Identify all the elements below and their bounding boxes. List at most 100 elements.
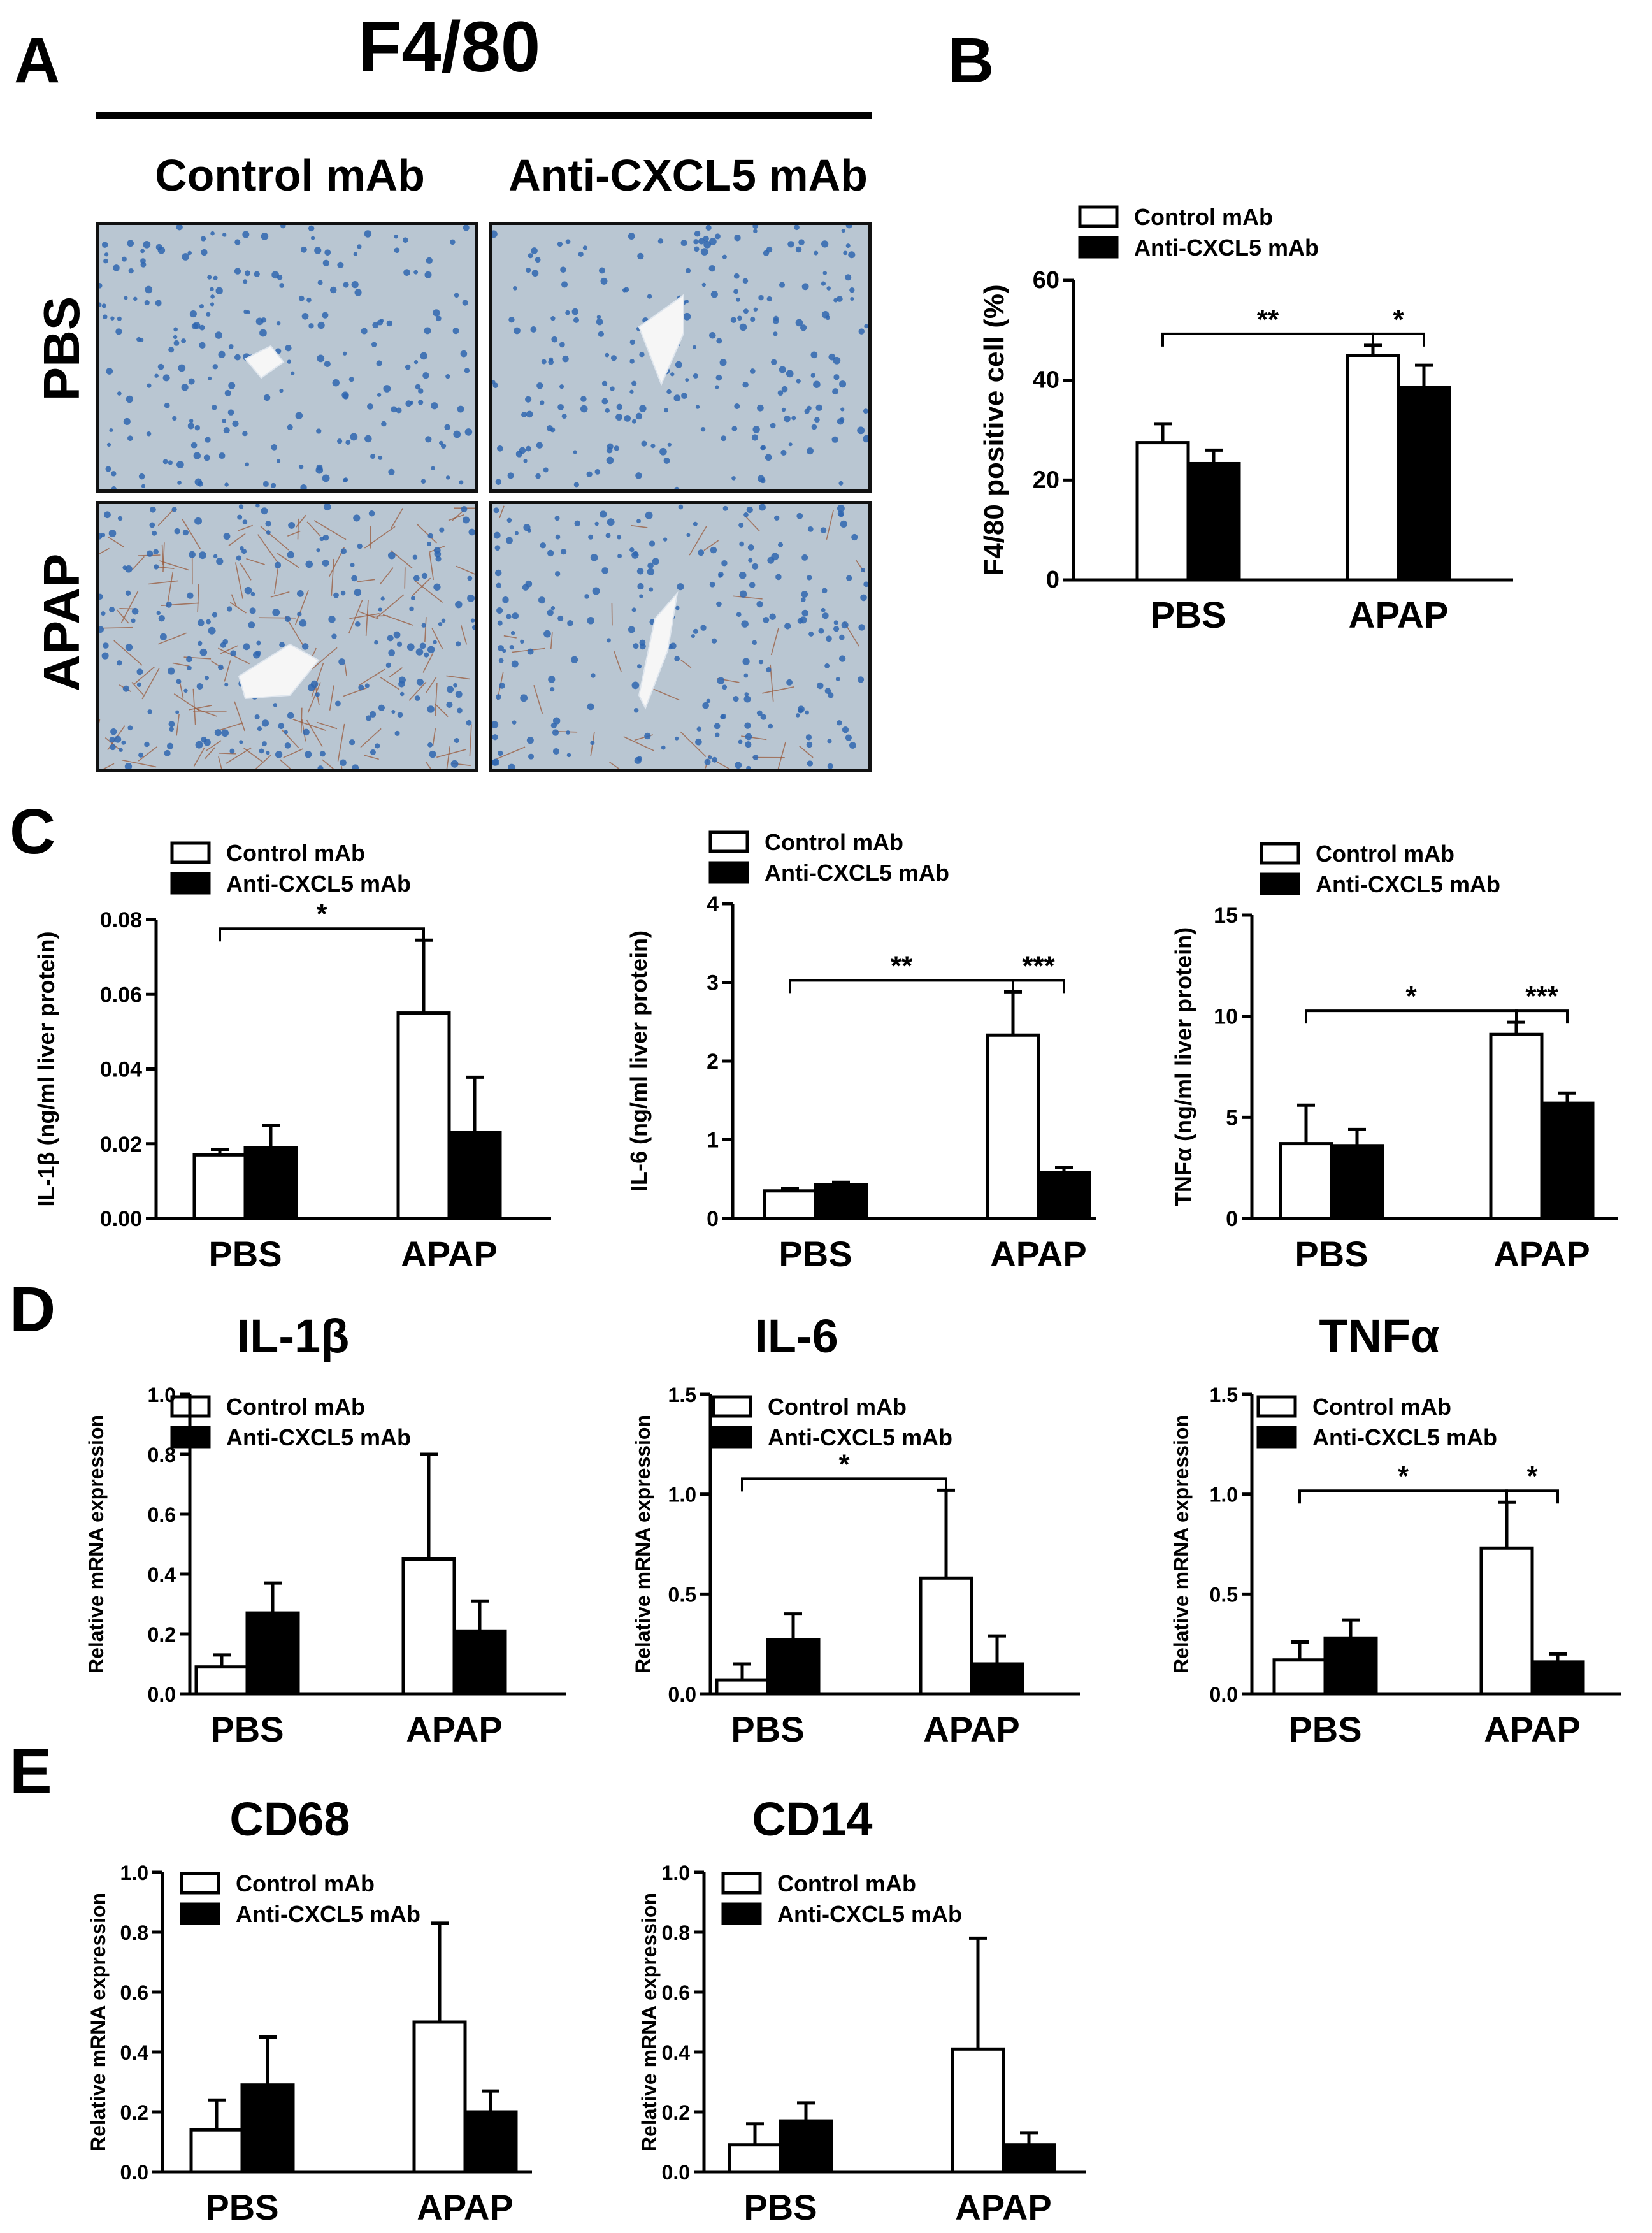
nucleus	[136, 682, 142, 687]
stain-fiber	[609, 762, 620, 769]
nucleus	[845, 243, 851, 249]
nucleus	[316, 548, 320, 553]
significance-label: *	[838, 1449, 850, 1480]
nucleus	[171, 507, 177, 512]
nucleus	[166, 742, 174, 749]
nucleus	[722, 684, 728, 690]
central-vein	[238, 643, 320, 700]
nucleus	[127, 240, 134, 247]
nucleus	[863, 581, 868, 588]
nucleus	[424, 327, 431, 335]
stain-fiber	[295, 514, 306, 528]
nucleus	[144, 300, 150, 306]
y-tick-label: 0.0	[668, 1683, 696, 1706]
nucleus	[492, 721, 499, 728]
nucleus	[243, 279, 248, 284]
nucleus	[150, 506, 156, 513]
y-tick-label: 1.0	[662, 1861, 690, 1884]
stain-fiber	[197, 584, 199, 612]
nucleus	[457, 405, 464, 413]
nucleus	[287, 551, 294, 559]
nucleus	[187, 665, 192, 671]
nucleus	[375, 743, 380, 749]
nucleus	[610, 386, 615, 391]
nucleus	[598, 267, 605, 274]
nucleus	[162, 459, 168, 465]
nucleus	[376, 360, 382, 366]
nucleus	[838, 512, 844, 517]
nucleus	[759, 504, 766, 511]
stain-fiber	[218, 756, 222, 769]
nucleus	[800, 324, 807, 331]
nucleus	[821, 607, 826, 612]
nucleus	[535, 257, 541, 263]
nucleus	[226, 606, 233, 612]
nucleus	[742, 658, 750, 665]
nucleus	[168, 460, 173, 465]
nucleus	[498, 645, 504, 651]
stain-fiber	[107, 536, 124, 547]
nucleus	[557, 241, 563, 247]
nucleus	[824, 663, 830, 668]
significance-label: ***	[1022, 950, 1055, 981]
nucleus	[551, 336, 558, 343]
y-tick-label: 0.0	[120, 2161, 148, 2184]
nucleus	[505, 537, 513, 544]
nucleus	[426, 257, 433, 264]
stain-fiber	[159, 560, 189, 571]
nucleus	[525, 580, 533, 588]
nucleus	[628, 626, 635, 633]
nucleus	[708, 264, 715, 272]
nucleus	[549, 357, 554, 362]
stain-fiber	[189, 705, 212, 711]
stain-fiber	[762, 686, 794, 694]
nucleus	[434, 547, 441, 554]
nucleus	[333, 592, 339, 598]
stain-fiber	[311, 647, 338, 670]
bar	[715, 1678, 770, 1696]
nucleus	[744, 722, 751, 729]
nucleus	[721, 435, 727, 442]
stain-fiber	[220, 645, 239, 654]
nucleus	[496, 694, 501, 700]
nucleus	[600, 277, 608, 285]
nucleus	[439, 440, 443, 445]
nucleus	[722, 505, 728, 511]
nucleus	[748, 558, 753, 563]
nucleus	[146, 431, 152, 437]
bar	[766, 1638, 821, 1696]
y-tick-label: 4	[707, 892, 719, 916]
nucleus	[273, 703, 278, 707]
nucleus	[416, 678, 424, 686]
nucleus	[272, 609, 280, 616]
nucleus	[520, 639, 524, 644]
nucleus	[663, 537, 668, 542]
nucleus	[262, 481, 269, 487]
stain-fiber	[331, 558, 334, 596]
nucleus	[197, 481, 203, 487]
micrograph-apap-anti	[489, 501, 872, 772]
nucleus	[703, 240, 712, 249]
nucleus	[824, 688, 831, 694]
nucleus	[427, 705, 435, 713]
significance-bracket	[219, 927, 425, 942]
nucleus	[456, 641, 461, 647]
nucleus	[415, 384, 421, 390]
y-tick-label: 1.5	[668, 1384, 696, 1406]
nucleus	[550, 316, 556, 321]
panel-letter-b: B	[948, 25, 995, 96]
nucleus	[124, 763, 133, 769]
y-axis-label: Relative mRNA expression	[638, 1893, 661, 2151]
nucleus	[743, 673, 749, 678]
micrograph-apap-anti-svg	[492, 504, 868, 769]
nucleus	[190, 442, 198, 449]
stain-fiber	[422, 653, 434, 673]
nucleus	[767, 556, 775, 564]
nucleus	[187, 592, 194, 599]
stain-fiber	[380, 677, 400, 690]
nucleus	[201, 236, 206, 242]
nucleus	[296, 590, 304, 597]
nucleus	[702, 702, 709, 709]
nucleus	[103, 314, 108, 319]
nucleus	[492, 758, 499, 766]
